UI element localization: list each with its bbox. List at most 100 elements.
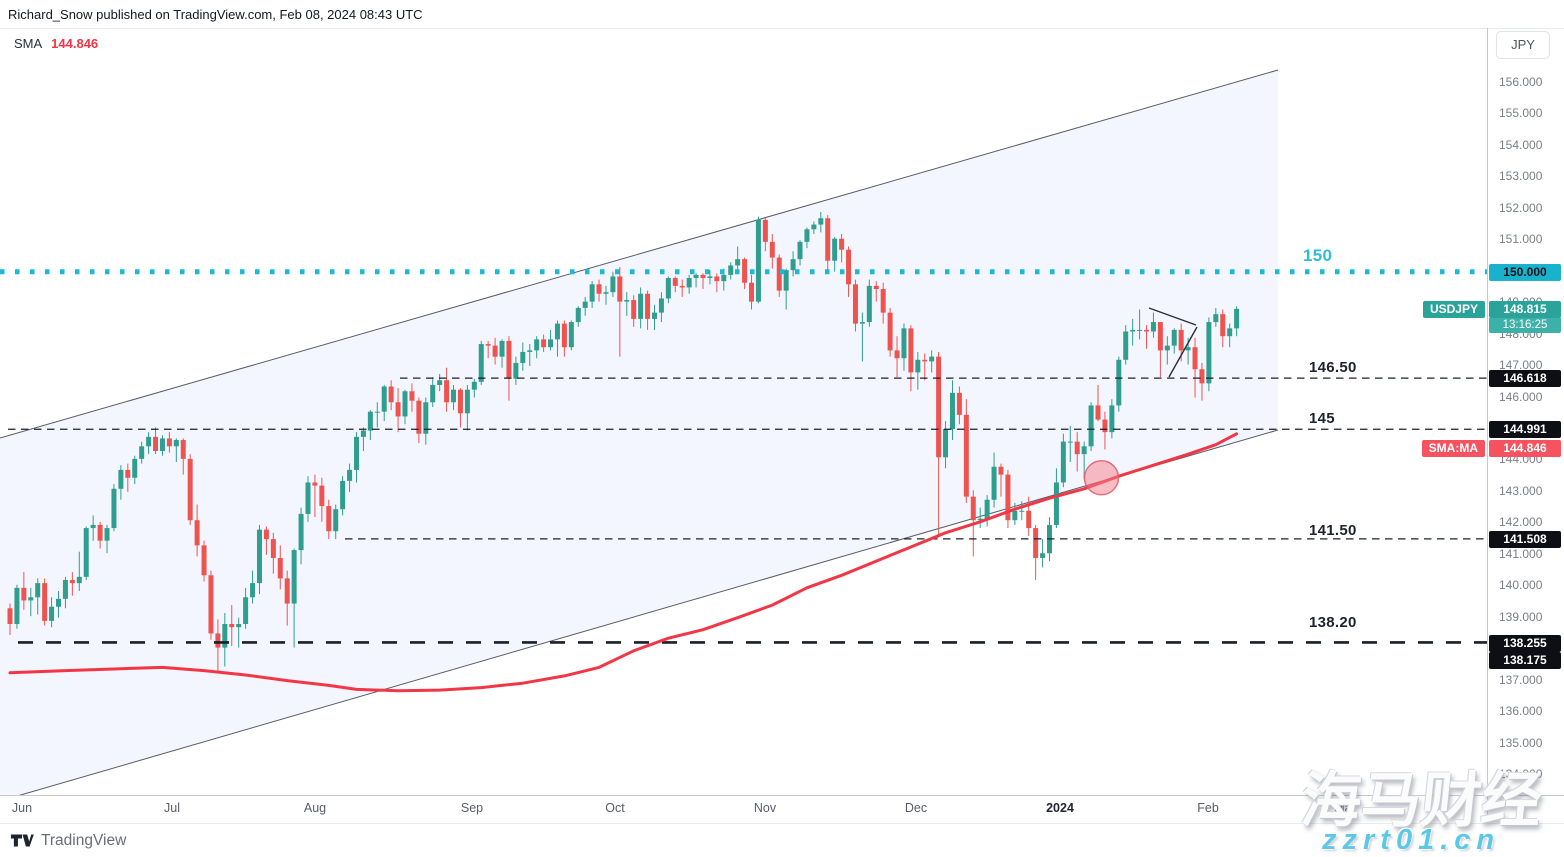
time-label-2024: 2024 (1046, 801, 1074, 815)
candle-body (1102, 419, 1108, 433)
candle-body (894, 350, 900, 359)
price-label-150.000: 150.000 (1489, 263, 1561, 281)
time-label-Oct: Oct (605, 801, 625, 815)
time-label-Feb: Feb (1197, 801, 1219, 815)
candle-body (333, 509, 339, 532)
candle-body (1164, 345, 1170, 351)
pennant-trendline (1148, 307, 1197, 326)
candle-body (859, 322, 865, 324)
candle-body (1227, 328, 1233, 337)
candle-body (936, 356, 942, 458)
candle-body (139, 446, 145, 459)
tradingview-brand-text: TradingView (41, 831, 127, 849)
candle-body (485, 344, 491, 346)
candle-body (437, 380, 443, 385)
candle-body (977, 518, 983, 521)
price-tick: 153.000 (1499, 169, 1543, 184)
publish-attribution: Richard_Snow published on TradingView.co… (8, 7, 423, 22)
candle-body (728, 265, 734, 275)
candle-body (624, 300, 630, 302)
candle-body (402, 391, 408, 417)
candle-body (651, 312, 657, 319)
candle-body (762, 219, 768, 242)
candle-body (908, 328, 914, 373)
candle-body (1123, 331, 1129, 360)
candle-body (839, 238, 845, 250)
candle-body (28, 597, 34, 601)
candle-body (707, 276, 713, 279)
candle-body (256, 529, 262, 584)
candle-body (520, 351, 526, 363)
candle-body (970, 496, 976, 521)
candle-body (7, 608, 13, 625)
trend-channel-lower-line (18, 429, 1279, 795)
candle-body (340, 480, 346, 510)
candle-body (430, 384, 436, 403)
price-tick: 146.000 (1499, 389, 1543, 404)
level-caption-150: 150 (1303, 246, 1333, 265)
candle-body (367, 411, 373, 431)
candle-body (825, 218, 831, 261)
candle-body (499, 340, 505, 357)
price-tick: 147.000 (1499, 358, 1543, 373)
tradingview-logo-icon (10, 834, 34, 847)
candle-body (735, 259, 741, 266)
candle-body (111, 488, 117, 529)
candle-body (457, 389, 463, 414)
candle-body (1053, 482, 1059, 525)
indicator-name: SMA (14, 36, 43, 51)
candle-body (347, 469, 353, 481)
currency-unit-button[interactable]: JPY (1496, 31, 1550, 59)
level-caption-138.20: 138.20 (1309, 614, 1357, 631)
candle-body (35, 583, 41, 598)
header-divider (0, 28, 1564, 29)
candle-body (943, 429, 949, 458)
candle-body (638, 293, 644, 319)
candle-body (790, 259, 796, 271)
price-tick: 139.000 (1499, 609, 1543, 624)
level-caption-146.50: 146.50 (1309, 359, 1357, 376)
candle-body (284, 578, 290, 604)
candle-body (1033, 528, 1039, 558)
candle-body (797, 241, 803, 260)
candle-body (596, 284, 602, 294)
candle-body (929, 356, 935, 362)
candle-body (464, 389, 470, 414)
candle-body (14, 587, 20, 625)
plot-area (0, 69, 1487, 795)
time-label-Jul: Jul (164, 801, 180, 815)
price-label-138.175: 138.175 (1489, 651, 1561, 669)
candle-body (215, 633, 221, 648)
candle-body (97, 524, 103, 541)
candle-body (222, 624, 228, 648)
candle-body (776, 257, 782, 291)
candle-body (617, 276, 623, 302)
level-caption-141.50: 141.50 (1309, 522, 1357, 539)
candle-body (1137, 329, 1143, 331)
candle-body (104, 528, 110, 541)
indicator-legend[interactable]: SMA 144.846 (14, 36, 98, 51)
candle-body (146, 436, 152, 447)
candle-body (915, 359, 921, 373)
tradingview-branding[interactable]: TradingView (10, 831, 126, 850)
candle-body (846, 249, 852, 285)
candle-body (1095, 405, 1101, 420)
candle-body (1157, 322, 1163, 351)
level-caption-145: 145 (1309, 410, 1335, 427)
candle-body (575, 307, 581, 323)
price-tick: 142.000 (1499, 515, 1543, 530)
candle-body (423, 402, 429, 434)
sma-line (8, 432, 1239, 693)
candle-body (693, 274, 699, 279)
price-label-144.991: 144.991 (1489, 420, 1561, 438)
price-tick: 141.000 (1499, 546, 1543, 561)
candle-body (90, 524, 96, 529)
candle-body (1116, 359, 1122, 406)
candle-body (1019, 510, 1025, 512)
candle-body (568, 322, 574, 348)
time-label-Nov: Nov (753, 801, 777, 815)
price-label-148.815: 148.815 13:16:25 (1489, 300, 1561, 333)
candle-body (665, 278, 671, 299)
candle-body (471, 381, 477, 390)
